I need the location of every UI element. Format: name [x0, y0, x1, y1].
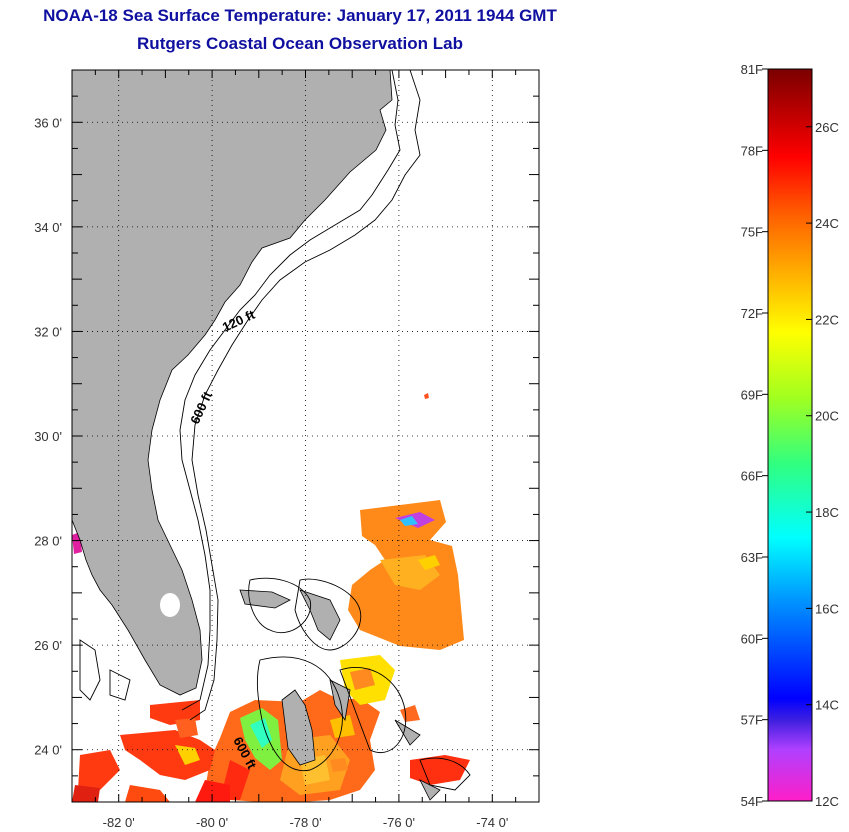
lon-tick-label: -80 0' — [196, 815, 228, 830]
lat-tick-label: 36 0' — [34, 115, 62, 130]
lat-tick-label: 24 0' — [34, 743, 62, 758]
colorbar-c-label: 20C — [815, 409, 839, 424]
colorbar-c-label: 24C — [815, 216, 839, 231]
lat-tick-label: 30 0' — [34, 429, 62, 444]
colorbar-c-label: 18C — [815, 505, 839, 520]
bathymetry-contours — [79, 70, 471, 791]
lat-tick-label: 26 0' — [34, 638, 62, 653]
lat-tick-label: 28 0' — [34, 534, 62, 549]
lat-tick-label: 32 0' — [34, 324, 62, 339]
color-scale-bar — [767, 68, 813, 802]
map-ticks — [71, 69, 540, 803]
colorbar-f-label: 66F — [741, 469, 763, 484]
sst-data-layer — [72, 393, 470, 802]
map-title: NOAA-18 Sea Surface Temperature: January… — [43, 6, 557, 25]
colorbar-f-label: 57F — [741, 713, 763, 728]
colorbar-f-label: 54F — [741, 794, 763, 809]
land-bahamas-andros — [281, 689, 316, 766]
colorbar-c-label: 26C — [815, 120, 839, 135]
colorbar-f-label: 75F — [741, 225, 763, 240]
colorbar-f-label: 60F — [741, 631, 763, 646]
lon-tick-label: -76 0' — [383, 815, 415, 830]
color-scale: 81F 78F 75F 72F 69F 66F 63F 60F 57F 54F 26C 24C 22C 2… — [741, 62, 839, 809]
colorbar-c-label: 22C — [815, 312, 839, 327]
lon-tick-label: -82 0' — [103, 815, 135, 830]
colorbar-f-label: 81F — [741, 62, 763, 77]
colorbar-f-label: 69F — [741, 387, 763, 402]
colorbar-f-label: 63F — [741, 550, 763, 565]
lat-tick-label: 34 0' — [34, 220, 62, 235]
lon-tick-label: -78 0' — [289, 815, 321, 830]
colorbar-c-label: 14C — [815, 698, 839, 713]
map-tick-labels: -82 0' -80 0' -78 0' -76 0' -74 0' 36 0' 34 0'… — [34, 115, 508, 830]
land-mainland — [72, 70, 393, 696]
colorbar-f-label: 72F — [741, 306, 763, 321]
colorbar-f-label: 78F — [741, 143, 763, 158]
map-subtitle: Rutgers Coastal Ocean Observation Lab — [137, 34, 463, 53]
colorbar-c-label: 16C — [815, 601, 839, 616]
lon-tick-label: -74 0' — [476, 815, 508, 830]
map-gridlines — [72, 70, 539, 802]
colorbar-c-label: 12C — [815, 794, 839, 809]
land-bahamas-grand — [239, 589, 291, 609]
